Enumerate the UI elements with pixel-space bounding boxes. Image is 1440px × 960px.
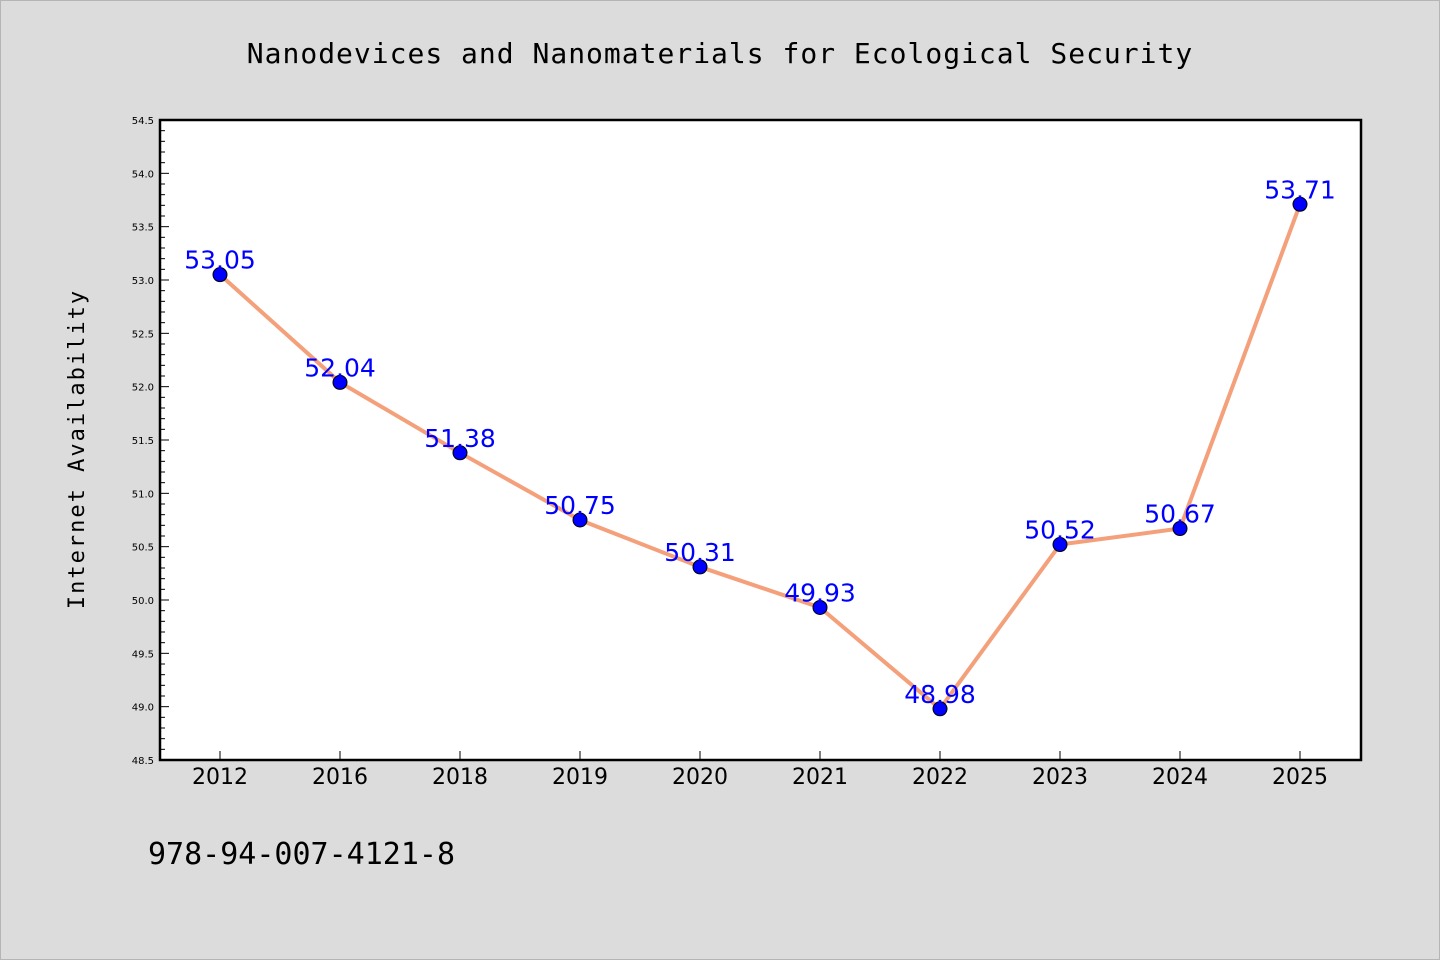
x-tick-label: 2024 <box>1152 765 1208 790</box>
y-tick-label: 53.5 <box>132 223 154 234</box>
series-line-group <box>218 203 1302 711</box>
data-point <box>1292 196 1308 212</box>
x-tick-label: 2021 <box>792 765 848 790</box>
plot-area <box>160 120 1361 760</box>
data-label: 53.71 <box>1264 175 1336 204</box>
y-tick-label: 50.0 <box>132 596 154 607</box>
x-tick-label: 2012 <box>192 765 248 790</box>
y-tick-label: 52.0 <box>132 383 154 394</box>
x-tick-label: 2016 <box>312 765 368 790</box>
y-tick-label: 51.5 <box>132 436 154 447</box>
data-label: 52.04 <box>304 353 376 382</box>
data-label: 50.52 <box>1024 516 1096 545</box>
data-label: 51.38 <box>424 424 496 453</box>
y-tick-label: 50.5 <box>132 543 154 554</box>
y-tick-label: 48.5 <box>132 756 154 767</box>
plot-border <box>158 118 1363 762</box>
data-label: 49.93 <box>784 578 856 607</box>
y-tick-label: 49.5 <box>132 649 154 660</box>
x-axis-ticks: 2012 2016 2018 2019 2020 2021 2022 2023 2024 2025 <box>192 751 1328 790</box>
data-point <box>212 267 228 283</box>
data-label: 50.67 <box>1144 500 1216 529</box>
chart-title: Nanodevices and Nanomaterials for Ecolog… <box>247 37 1193 70</box>
x-tick-label: 2019 <box>552 765 608 790</box>
x-tick-label: 2023 <box>1032 765 1088 790</box>
data-point <box>332 374 348 390</box>
y-tick-label: 54.0 <box>132 169 154 180</box>
data-point <box>692 559 708 575</box>
data-markers <box>212 196 1308 717</box>
y-tick-label: 53.0 <box>132 276 154 287</box>
data-point <box>452 445 468 461</box>
y-tick-label: 54.5 <box>132 116 154 127</box>
y-tick-label: 52.5 <box>132 329 154 340</box>
isbn-text: 978-94-007-4121-8 <box>148 837 455 872</box>
y-axis-label: Internet Availability <box>65 289 90 609</box>
data-point <box>812 599 828 615</box>
y-tick-label: 49.0 <box>132 703 154 714</box>
x-tick-label: 2025 <box>1272 765 1328 790</box>
data-point <box>572 512 588 528</box>
data-point <box>1172 521 1188 537</box>
y-tick-label: 51.0 <box>132 489 154 500</box>
x-tick-label: 2018 <box>432 765 488 790</box>
data-labels: 53.05 52.04 51.38 50.75 50.31 49.93 48.98 50.52… <box>184 175 1336 709</box>
series-line <box>218 203 1302 711</box>
data-label: 50.31 <box>664 538 736 567</box>
data-point <box>1052 537 1068 553</box>
data-label: 50.75 <box>544 491 616 520</box>
data-label: 48.98 <box>904 680 976 709</box>
data-point <box>932 701 948 717</box>
x-tick-label: 2022 <box>912 765 968 790</box>
x-tick-label: 2020 <box>672 765 728 790</box>
data-label: 53.05 <box>184 246 256 275</box>
